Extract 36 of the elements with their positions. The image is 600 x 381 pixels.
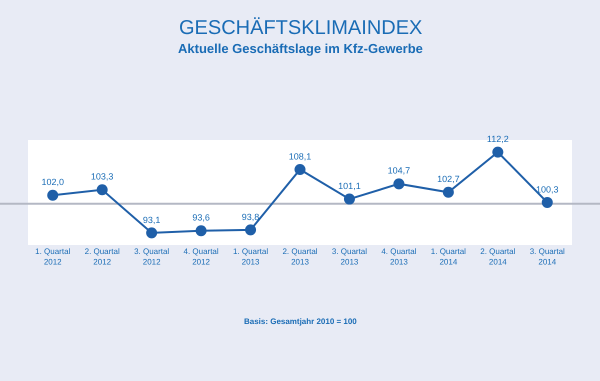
data-label: 101,1	[338, 180, 361, 191]
point	[196, 225, 207, 236]
x-tick-label: 1. Quartal 2012	[35, 247, 71, 266]
x-tick-label: 4. Quartal 2013	[381, 247, 417, 266]
x-tick-label: 1. Quartal 2014	[430, 247, 466, 266]
x-tick-label: 2. Quartal 2012	[84, 247, 120, 266]
data-label: 104,7	[388, 166, 410, 176]
chart-title: GESCHÄFTSKLIMAINDEX	[179, 17, 422, 39]
data-label: 103,3	[90, 172, 114, 182]
x-tick-label: 2. Quartal 2014	[480, 247, 516, 266]
chart-subtitle: Aktuelle Geschäftslage im Kfz-Gewerbe	[178, 41, 423, 56]
point	[294, 164, 306, 175]
x-tick-label: 3. Quartal 2014	[530, 247, 566, 266]
point	[393, 178, 404, 190]
point	[245, 224, 256, 236]
data-label: 102,7	[437, 174, 460, 184]
point	[96, 184, 108, 196]
data-label: 112,2	[486, 134, 509, 144]
x-tick-label: 2. Quartal 2013	[282, 247, 318, 266]
point	[542, 196, 553, 208]
point	[146, 227, 158, 238]
x-tick-label: 4. Quartal 2012	[184, 247, 219, 266]
data-label: 102,0	[41, 177, 64, 188]
data-label: 100,3	[536, 184, 559, 194]
data-label: 108,1	[288, 151, 312, 162]
data-label: 93,6	[192, 212, 210, 223]
x-tick-label: 1. Quartal 2013	[232, 247, 268, 266]
point	[47, 190, 58, 201]
data-label: 93,1	[142, 214, 160, 225]
point	[442, 186, 454, 198]
point	[344, 194, 355, 205]
x-tick-label: 3. Quartal 2012	[134, 247, 170, 266]
point	[492, 146, 504, 158]
text: Basis: Gesamtjahr 2010 = 100	[244, 317, 358, 326]
x-tick-label: 3. Quartal 2013	[332, 247, 368, 266]
data-label: 93,8	[242, 212, 260, 222]
